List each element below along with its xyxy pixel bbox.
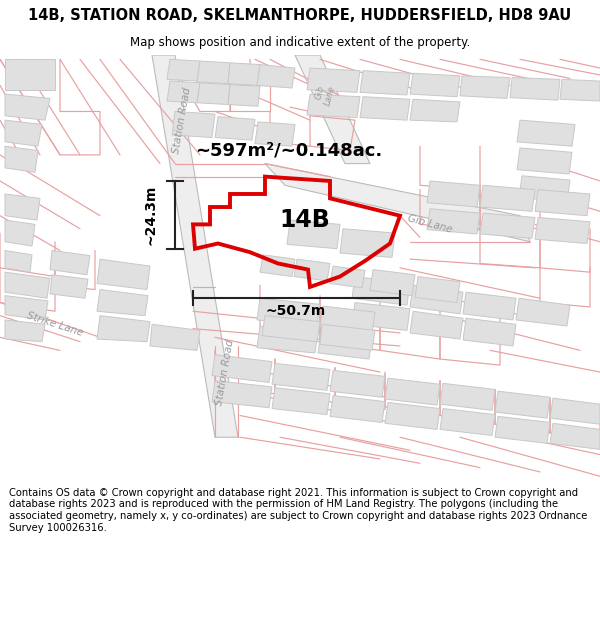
Polygon shape xyxy=(50,251,90,275)
Polygon shape xyxy=(318,332,372,359)
Polygon shape xyxy=(517,148,572,174)
Polygon shape xyxy=(260,255,295,276)
Polygon shape xyxy=(330,396,385,422)
Polygon shape xyxy=(340,229,395,258)
Polygon shape xyxy=(197,61,230,84)
Polygon shape xyxy=(255,122,295,146)
Text: Station Road: Station Road xyxy=(171,86,193,154)
Polygon shape xyxy=(535,189,590,216)
Polygon shape xyxy=(5,320,45,342)
Polygon shape xyxy=(535,217,590,244)
Text: Station Road: Station Road xyxy=(214,338,236,406)
Polygon shape xyxy=(5,59,55,90)
Polygon shape xyxy=(320,306,375,333)
Text: Gib
Lane: Gib Lane xyxy=(313,82,337,106)
Polygon shape xyxy=(440,383,495,410)
Polygon shape xyxy=(550,423,600,449)
Polygon shape xyxy=(295,55,370,164)
Polygon shape xyxy=(272,363,330,391)
Polygon shape xyxy=(5,251,32,272)
Polygon shape xyxy=(172,111,215,138)
Polygon shape xyxy=(167,59,200,81)
Text: ~24.3m: ~24.3m xyxy=(143,184,157,245)
Polygon shape xyxy=(257,64,295,88)
Polygon shape xyxy=(212,381,272,408)
Text: 14B: 14B xyxy=(280,208,331,232)
Polygon shape xyxy=(495,391,550,418)
Polygon shape xyxy=(415,276,460,302)
Polygon shape xyxy=(516,298,570,326)
Polygon shape xyxy=(427,209,480,234)
Polygon shape xyxy=(5,194,40,220)
Polygon shape xyxy=(5,94,50,120)
Polygon shape xyxy=(257,298,320,326)
Polygon shape xyxy=(5,296,48,320)
Polygon shape xyxy=(287,220,340,249)
Polygon shape xyxy=(560,79,600,101)
Polygon shape xyxy=(550,398,600,424)
Polygon shape xyxy=(495,416,550,443)
Text: Contains OS data © Crown copyright and database right 2021. This information is : Contains OS data © Crown copyright and d… xyxy=(9,488,587,532)
Text: ~50.7m: ~50.7m xyxy=(266,304,326,318)
Polygon shape xyxy=(307,94,360,118)
Polygon shape xyxy=(385,378,440,405)
Polygon shape xyxy=(257,326,318,353)
Polygon shape xyxy=(410,285,463,314)
Polygon shape xyxy=(228,63,260,86)
Polygon shape xyxy=(460,76,510,98)
Polygon shape xyxy=(410,311,463,339)
Polygon shape xyxy=(517,120,575,146)
Polygon shape xyxy=(360,71,410,95)
Polygon shape xyxy=(510,78,560,100)
Polygon shape xyxy=(152,55,238,438)
Polygon shape xyxy=(50,275,88,298)
Polygon shape xyxy=(167,81,200,102)
Polygon shape xyxy=(272,388,330,414)
Polygon shape xyxy=(463,292,516,320)
Polygon shape xyxy=(463,318,516,346)
Polygon shape xyxy=(5,120,42,146)
Polygon shape xyxy=(320,324,375,351)
Text: ~597m²/~0.148ac.: ~597m²/~0.148ac. xyxy=(195,141,382,159)
Polygon shape xyxy=(97,289,148,316)
Polygon shape xyxy=(480,185,535,211)
Polygon shape xyxy=(370,269,415,296)
Polygon shape xyxy=(352,302,410,331)
Polygon shape xyxy=(360,97,410,120)
Polygon shape xyxy=(228,84,260,106)
Polygon shape xyxy=(480,213,535,238)
Text: 14B, STATION ROAD, SKELMANTHORPE, HUDDERSFIELD, HD8 9AU: 14B, STATION ROAD, SKELMANTHORPE, HUDDER… xyxy=(28,8,572,23)
Polygon shape xyxy=(330,266,365,288)
Polygon shape xyxy=(265,164,530,242)
Polygon shape xyxy=(330,371,385,398)
Polygon shape xyxy=(215,117,255,140)
Text: Map shows position and indicative extent of the property.: Map shows position and indicative extent… xyxy=(130,36,470,49)
Polygon shape xyxy=(197,82,230,104)
Text: Strike Lane: Strike Lane xyxy=(26,311,85,338)
Polygon shape xyxy=(212,355,272,382)
Polygon shape xyxy=(97,316,150,342)
Polygon shape xyxy=(410,99,460,122)
Polygon shape xyxy=(5,272,50,298)
Polygon shape xyxy=(150,324,200,351)
Polygon shape xyxy=(262,316,320,342)
Polygon shape xyxy=(294,259,330,281)
Polygon shape xyxy=(307,68,360,92)
Polygon shape xyxy=(385,402,440,429)
Polygon shape xyxy=(410,73,460,97)
Polygon shape xyxy=(352,276,410,305)
Text: Gib Lane: Gib Lane xyxy=(407,214,454,235)
Polygon shape xyxy=(5,220,35,246)
Polygon shape xyxy=(427,181,480,207)
Polygon shape xyxy=(5,146,38,172)
Polygon shape xyxy=(97,259,150,289)
Polygon shape xyxy=(519,176,570,202)
Polygon shape xyxy=(440,409,495,436)
